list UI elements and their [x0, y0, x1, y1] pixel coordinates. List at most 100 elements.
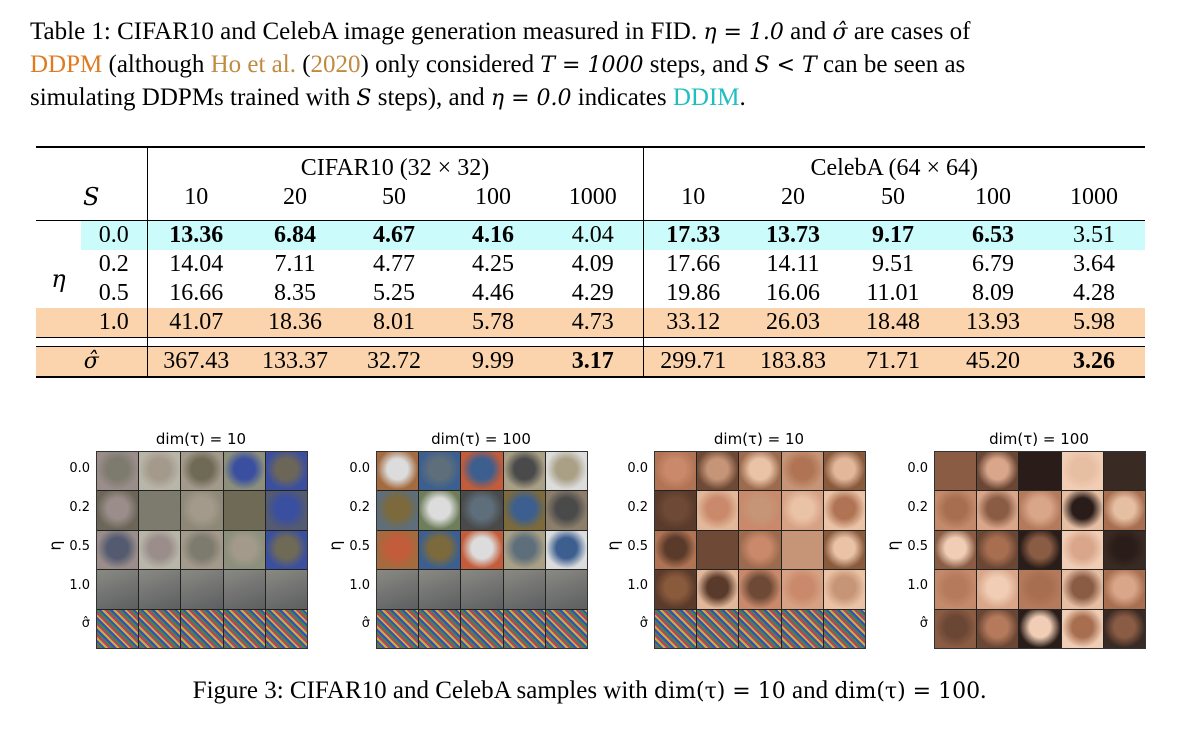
- ddpm-link[interactable]: DDPM: [30, 51, 103, 78]
- sample-image: [1061, 530, 1103, 570]
- sample-image: [223, 609, 265, 648]
- figure-caption-dim10: dim(τ) = 10: [654, 679, 786, 704]
- table-cell: 7.11: [274, 251, 316, 277]
- sample-image: [139, 491, 181, 530]
- ddim-link[interactable]: DDIM: [672, 84, 740, 111]
- table-cell: 13.36: [147, 220, 245, 250]
- sample-image: [739, 530, 781, 570]
- caption-S-lt-T: S < T: [754, 53, 817, 78]
- figure-caption-text: .: [980, 677, 987, 704]
- table-row-sigma: σ̂ 367.43 133.37 32.72 9.99 3.17 299.71 …: [36, 346, 1145, 377]
- table-cell: 4.29: [543, 279, 644, 308]
- sample-image: [461, 530, 503, 570]
- caption-text: .: [739, 84, 746, 111]
- figure-row-label: 0.5: [907, 539, 928, 554]
- sample-image: [697, 570, 739, 609]
- sample-image: [739, 570, 781, 609]
- sample-image: [655, 491, 697, 530]
- sample-image: [139, 530, 181, 570]
- sample-image: [545, 452, 587, 491]
- table-cell: 299.71: [643, 346, 743, 377]
- table-cell: 13.93: [943, 308, 1043, 338]
- sample-image: [697, 609, 739, 648]
- sample-image: [265, 452, 307, 491]
- figure-panel-title: dim(τ) = 10: [155, 430, 247, 448]
- sample-image: [265, 570, 307, 609]
- sample-image: [377, 491, 419, 530]
- sample-image: [781, 609, 823, 648]
- sample-image: [181, 452, 223, 491]
- caption-text: Table 1: CIFAR10 and CelebA image genera…: [30, 18, 698, 45]
- sample-image: [977, 570, 1019, 609]
- caption-eta-zero: η = 0.0: [490, 86, 572, 111]
- sample-image: [419, 609, 461, 648]
- sample-image: [823, 452, 865, 491]
- sample-image: [655, 530, 697, 570]
- sample-image: [781, 570, 823, 609]
- caption-text: steps), and: [377, 84, 485, 111]
- table-row: 1.0 41.07 18.36 8.01 5.78 4.73 33.12 26.…: [36, 308, 1145, 338]
- sample-image: [545, 491, 587, 530]
- caption-eta-eq: η = 1.0: [703, 20, 784, 45]
- sample-image: [1019, 609, 1061, 648]
- figure-caption-text: Figure 3: CIFAR10 and CelebA samples wit…: [192, 677, 648, 704]
- step-header: 100: [475, 184, 511, 210]
- citation-link-year[interactable]: 2020: [310, 51, 361, 78]
- sample-image: [739, 452, 781, 491]
- sample-image: [1019, 452, 1061, 491]
- table-cell: 4.67: [345, 220, 443, 250]
- sample-image: [461, 570, 503, 609]
- sample-image: [935, 452, 977, 491]
- sample-image: [697, 452, 739, 491]
- sample-image-grid: [934, 451, 1146, 649]
- sample-image: [935, 491, 977, 530]
- sample-image: [265, 530, 307, 570]
- sample-image: [181, 491, 223, 530]
- sample-image: [503, 609, 545, 648]
- caption-sigma-hat: σ̂: [832, 20, 848, 45]
- table-cell: 4.04: [543, 220, 644, 250]
- figure-row-label: 1.0: [907, 578, 928, 593]
- fid-table: CIFAR10 (32 × 32) CelebA (64 × 64) S 10 …: [36, 146, 1145, 378]
- table-cell: 33.12: [643, 308, 743, 338]
- sample-image: [97, 570, 139, 609]
- table-cell: 3.51: [1043, 220, 1145, 250]
- caption-text: can be seen as: [822, 51, 966, 78]
- caption-text: only considered: [375, 51, 535, 78]
- caption-text: steps, and: [649, 51, 749, 78]
- sample-image: [823, 530, 865, 570]
- table-cell: 26.03: [743, 308, 843, 338]
- table-cell: 8.35: [274, 280, 316, 306]
- figure-eta-label: η: [325, 540, 345, 551]
- table-cell: 3.17: [543, 346, 644, 377]
- eta-value: 0.0: [81, 220, 148, 250]
- table-cell: 5.78: [443, 308, 543, 338]
- figure-panel-title: dim(τ) = 100: [431, 430, 531, 448]
- step-header: 1000: [1070, 184, 1118, 210]
- table-cell: 133.37: [245, 346, 345, 377]
- table-row: η 0.2 14.04 7.11 4.77 4.25 4.09 17.66 14…: [36, 250, 1145, 293]
- figure-row-label: σ̂: [81, 616, 90, 631]
- sample-image: [265, 609, 307, 648]
- citation-link-ho[interactable]: Ho et al.: [210, 51, 296, 78]
- table-cell: 8.01: [345, 308, 443, 338]
- sample-image: [1103, 491, 1145, 530]
- table-cell: 18.36: [245, 308, 345, 338]
- figure-row-label: 0.5: [69, 539, 90, 554]
- sample-image: [697, 491, 739, 530]
- sample-image: [977, 609, 1019, 648]
- sample-image: [1061, 570, 1103, 609]
- table-cell: 16.06: [766, 280, 820, 306]
- celeba-header: CelebA (64 × 64): [810, 155, 978, 181]
- sample-image-grid: [376, 451, 588, 649]
- table-cell: 45.20: [943, 346, 1043, 377]
- sample-image: [223, 491, 265, 530]
- figure-row-label: 0.5: [349, 539, 370, 554]
- sample-image: [935, 609, 977, 648]
- table-cell: 4.28: [1073, 280, 1115, 306]
- sample-image: [419, 452, 461, 491]
- step-header: 10: [184, 184, 209, 210]
- sample-image-grid: [96, 451, 308, 649]
- sample-image: [1103, 530, 1145, 570]
- sample-image: [503, 530, 545, 570]
